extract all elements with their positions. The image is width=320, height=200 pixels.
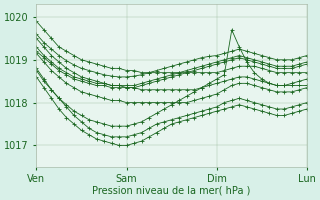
X-axis label: Pression niveau de la mer( hPa ): Pression niveau de la mer( hPa ) — [92, 186, 251, 196]
